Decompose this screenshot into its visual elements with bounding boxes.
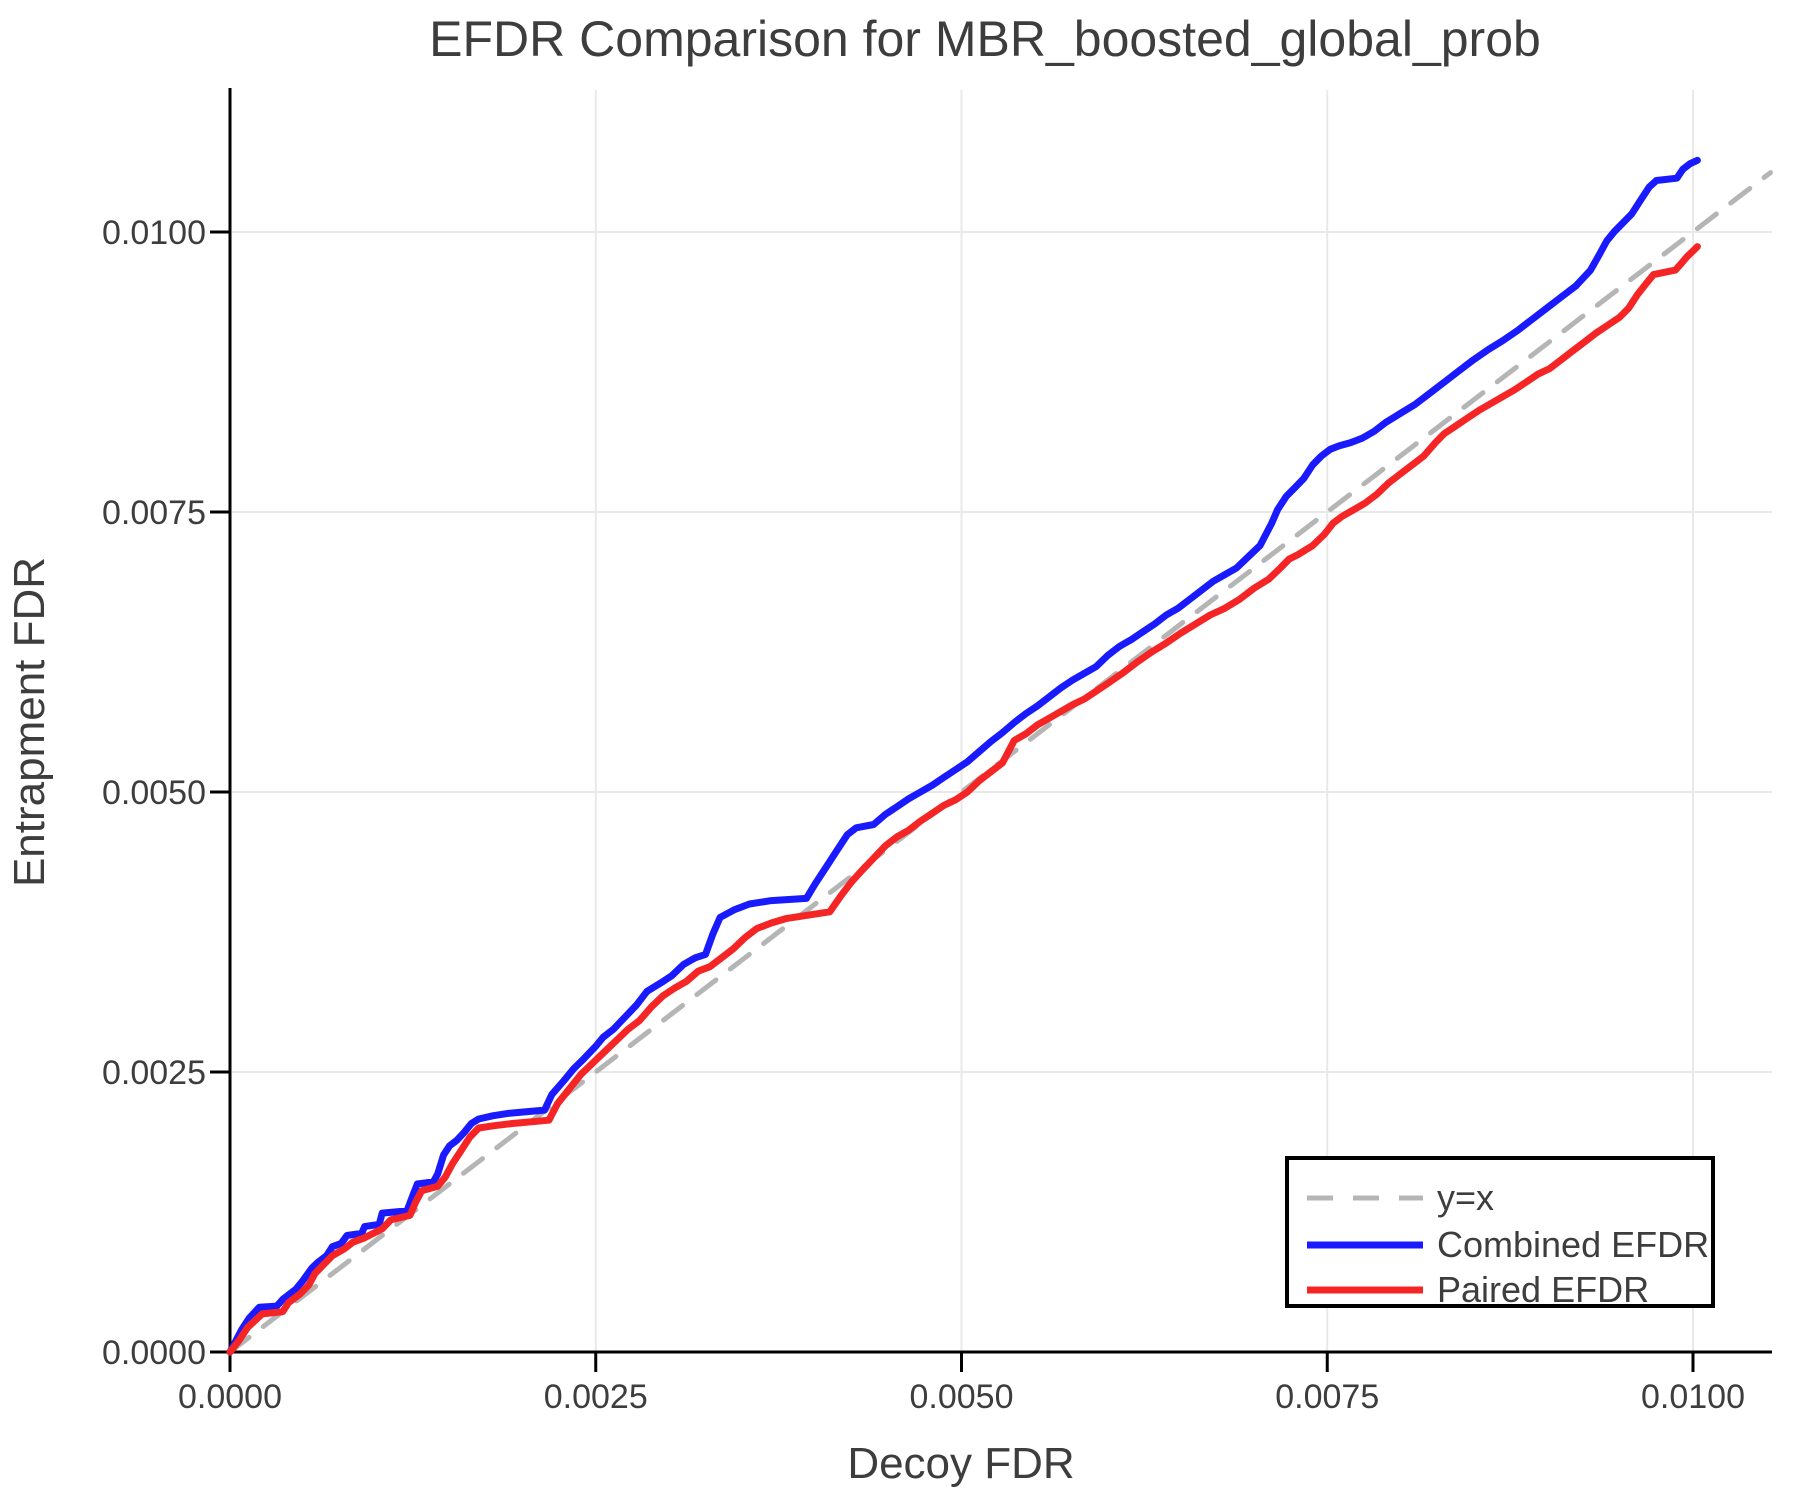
x-tick-label: 0.0000 bbox=[178, 1378, 282, 1416]
x-tick-label: 0.0100 bbox=[1641, 1378, 1745, 1416]
legend-box bbox=[1285, 1156, 1715, 1308]
chart-title: EFDR Comparison for MBR_boosted_global_p… bbox=[429, 11, 1541, 67]
legend-entry-label: Paired EFDR bbox=[1437, 1269, 1649, 1310]
x-tick-label: 0.0050 bbox=[910, 1378, 1014, 1416]
x-tick-label: 0.0075 bbox=[1275, 1378, 1379, 1416]
y-tick-label: 0.0000 bbox=[102, 1334, 206, 1372]
axis-spines bbox=[228, 88, 1772, 1354]
tick-labels: 0.0000 0.0025 0.0050 0.0075 0.0100 0.0000 0.00… bbox=[102, 214, 1745, 1416]
legend-entry: Paired EFDR bbox=[1307, 1269, 1649, 1310]
y-tick-label: 0.0050 bbox=[102, 774, 206, 812]
legend-entry-label: Combined EFDR bbox=[1437, 1224, 1709, 1265]
paired-efdr-line bbox=[226, 243, 1701, 1356]
y-tick-label: 0.0025 bbox=[102, 1054, 206, 1092]
legend-entry-label: y=x bbox=[1437, 1177, 1494, 1218]
x-axis-title: Decoy FDR bbox=[847, 1439, 1074, 1488]
combined-efdr-line bbox=[226, 156, 1701, 1356]
x-tick-label: 0.0025 bbox=[544, 1378, 648, 1416]
data-series bbox=[226, 156, 1773, 1356]
legend-entry: Combined EFDR bbox=[1307, 1224, 1709, 1265]
gridlines bbox=[230, 90, 1772, 1352]
y-axis-title: Entrapment FDR bbox=[5, 557, 54, 887]
legend-entry: y=x bbox=[1307, 1177, 1494, 1218]
y-tick-label: 0.0075 bbox=[102, 494, 206, 532]
y-tick-label: 0.0100 bbox=[102, 214, 206, 252]
